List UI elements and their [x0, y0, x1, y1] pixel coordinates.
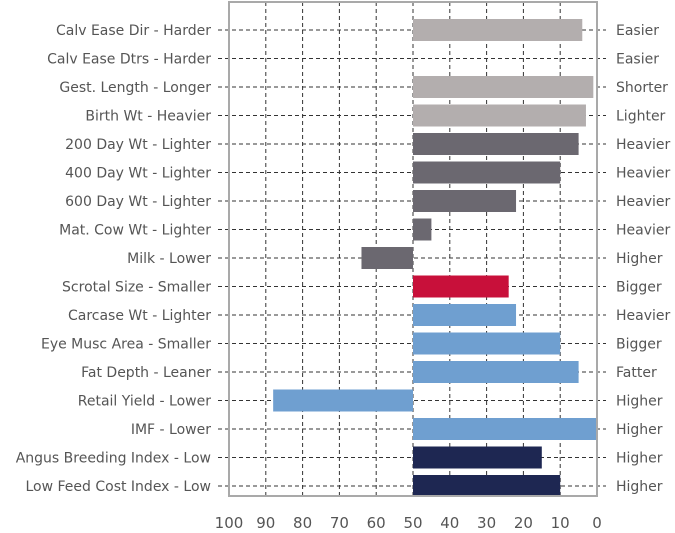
x-tick-20: 20 — [514, 514, 533, 532]
bar-12 — [413, 361, 579, 383]
row-label-right-1: Easier — [616, 52, 659, 68]
row-label-left-12: Fat Depth - Leaner — [81, 365, 211, 381]
row-label-left-3: Birth Wt - Heavier — [85, 109, 211, 125]
row-label-left-13: Retail Yield - Lower — [78, 394, 211, 410]
row-label-right-9: Bigger — [616, 280, 662, 296]
row-label-left-0: Calv Ease Dir - Harder — [56, 23, 211, 39]
x-tick-40: 40 — [440, 514, 459, 532]
bar-7 — [413, 218, 432, 241]
row-label-right-6: Heavier — [616, 194, 671, 210]
x-tick-50: 50 — [403, 514, 422, 532]
bar-8 — [361, 247, 413, 269]
x-tick-100: 100 — [215, 514, 244, 532]
row-label-left-4: 200 Day Wt - Lighter — [65, 137, 211, 153]
row-label-right-15: Higher — [616, 451, 663, 467]
row-label-left-2: Gest. Length - Longer — [59, 80, 211, 96]
bar-4 — [413, 133, 579, 155]
row-label-left-9: Scrotal Size - Smaller — [62, 280, 211, 296]
x-tick-10: 10 — [551, 514, 570, 532]
bar-9 — [413, 275, 509, 298]
bar-10 — [413, 304, 517, 326]
row-label-left-11: Eye Musc Area - Smaller — [41, 337, 211, 353]
bar-13 — [273, 389, 413, 412]
row-label-right-7: Heavier — [616, 223, 671, 239]
row-label-right-13: Higher — [616, 394, 663, 410]
row-label-left-6: 600 Day Wt - Lighter — [65, 194, 211, 210]
row-label-left-16: Low Feed Cost Index - Low — [25, 479, 211, 495]
x-tick-90: 90 — [256, 514, 275, 532]
x-tick-30: 30 — [477, 514, 496, 532]
row-label-left-15: Angus Breeding Index - Low — [16, 451, 211, 467]
row-label-right-11: Bigger — [616, 337, 662, 353]
bar-2 — [413, 76, 594, 98]
row-label-right-14: Higher — [616, 422, 663, 438]
row-label-left-7: Mat. Cow Wt - Lighter — [59, 223, 211, 239]
row-label-left-5: 400 Day Wt - Lighter — [65, 166, 211, 182]
x-tick-70: 70 — [330, 514, 349, 532]
row-label-right-16: Higher — [616, 479, 663, 495]
row-label-right-2: Shorter — [616, 80, 668, 96]
row-label-right-0: Easier — [616, 23, 659, 39]
row-label-right-10: Heavier — [616, 308, 671, 324]
x-tick-60: 60 — [367, 514, 386, 532]
row-label-left-8: Milk - Lower — [127, 251, 211, 267]
bar-11 — [413, 332, 561, 355]
row-label-left-10: Carcase Wt - Lighter — [68, 308, 211, 324]
bar-0 — [413, 19, 583, 41]
row-label-right-5: Heavier — [616, 166, 671, 182]
row-label-right-8: Higher — [616, 251, 663, 267]
bar-14 — [413, 418, 597, 440]
bar-3 — [413, 104, 586, 127]
bar-16 — [413, 475, 561, 497]
row-label-left-1: Calv Ease Dtrs - Harder — [47, 52, 211, 68]
row-label-left-14: IMF - Lower — [131, 422, 211, 438]
row-label-right-4: Heavier — [616, 137, 671, 153]
x-tick-0: 0 — [592, 514, 602, 532]
row-labels: Calv Ease Dir - Harder Easier Calv Ease Dt… — [16, 23, 671, 495]
x-tick-80: 80 — [293, 514, 312, 532]
bars — [273, 19, 597, 497]
bar-15 — [413, 446, 542, 469]
row-label-right-12: Fatter — [616, 365, 657, 381]
plot-frame — [228, 1, 598, 497]
x-axis-ticks: 100 90 80 70 60 50 40 30 20 10 0 — [215, 514, 602, 532]
bar-5 — [413, 161, 561, 184]
bar-6 — [413, 190, 517, 212]
row-label-right-3: Lighter — [616, 109, 666, 125]
